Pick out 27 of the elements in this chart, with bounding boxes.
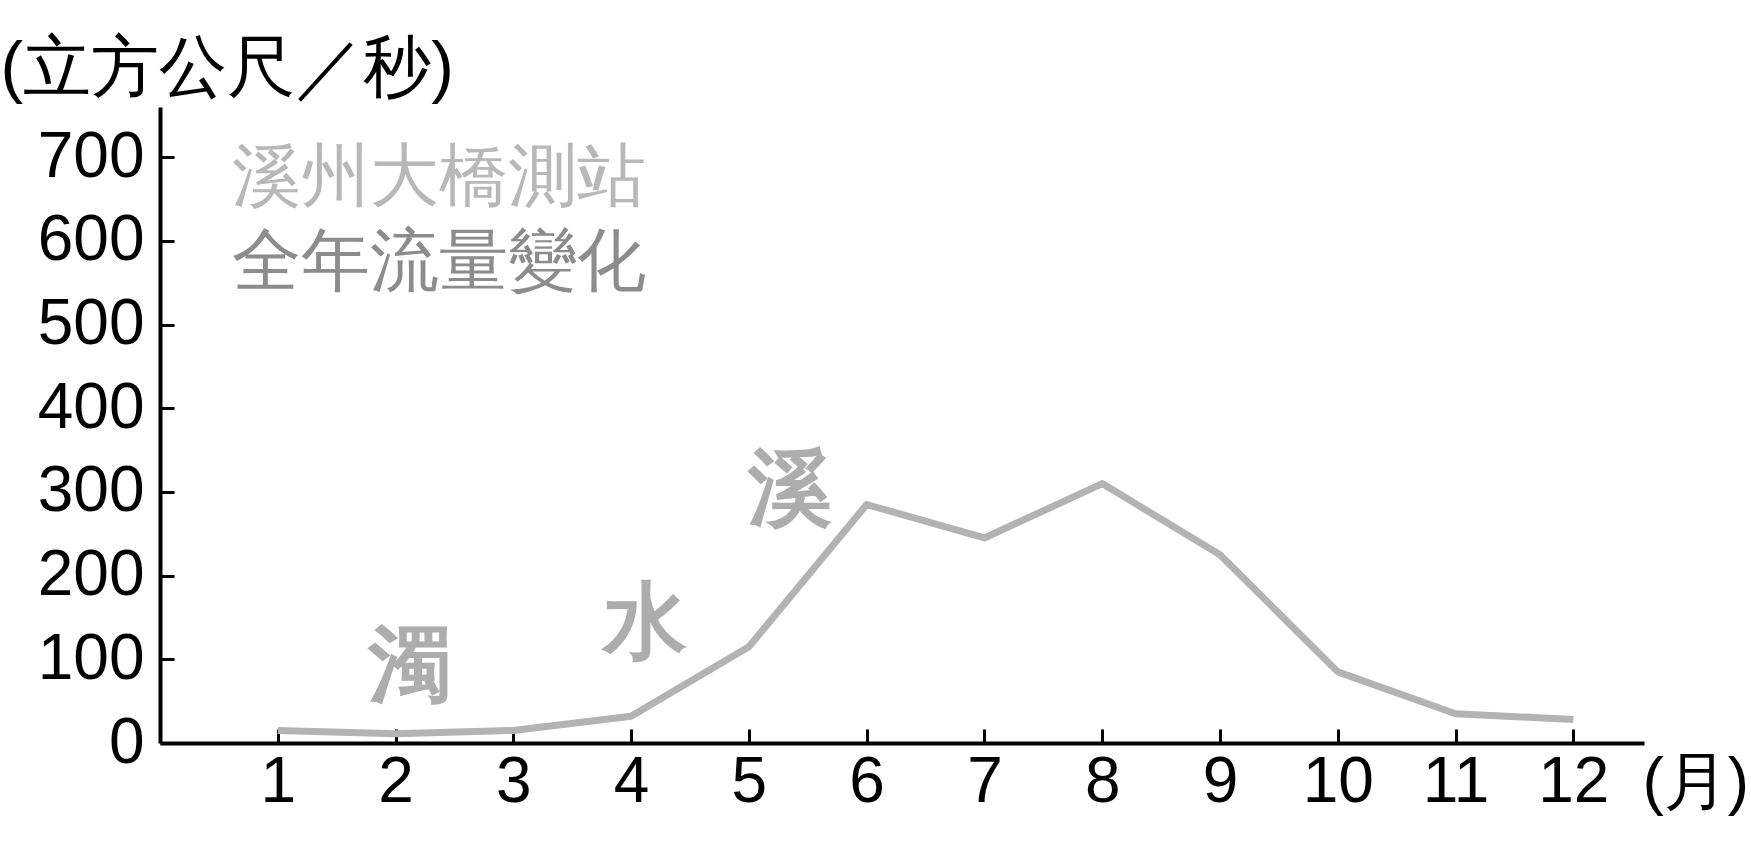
x-tick-label: 11 xyxy=(1422,743,1490,816)
y-tick-label: 0 xyxy=(108,704,145,777)
y-tick-label: 200 xyxy=(37,537,145,610)
x-tick-label: 8 xyxy=(1084,743,1121,816)
annotation: 溪 xyxy=(747,440,832,534)
x-tick-label: 4 xyxy=(613,743,650,816)
x-tick-label: 5 xyxy=(731,743,768,816)
x-axis-title: (月) xyxy=(1642,744,1750,817)
y-tick-label: 700 xyxy=(37,118,145,191)
x-tick-label: 1 xyxy=(260,743,297,816)
annotation: 水 xyxy=(600,574,687,668)
chart-title: 溪州大橋測站 xyxy=(232,137,646,214)
x-tick-label: 2 xyxy=(378,743,414,816)
y-tick-label: 500 xyxy=(37,286,145,359)
x-tick-label: 12 xyxy=(1538,743,1610,816)
x-tick-label: 3 xyxy=(496,743,532,816)
text: 全年流量變化 xyxy=(232,222,646,299)
y-tick-label: 400 xyxy=(37,369,145,442)
x-tick-label: 7 xyxy=(967,743,1003,816)
y-tick-label: 600 xyxy=(37,202,145,275)
x-tick-label: 9 xyxy=(1202,743,1239,816)
x-tick-label: 6 xyxy=(849,743,885,816)
annotation: 濁 xyxy=(367,617,452,711)
y-tick-label: 100 xyxy=(37,620,145,693)
y-tick-label: 300 xyxy=(37,453,145,526)
x-tick-label: 10 xyxy=(1302,743,1374,816)
y-axis-title: (立方公尺／秒) xyxy=(0,27,454,104)
